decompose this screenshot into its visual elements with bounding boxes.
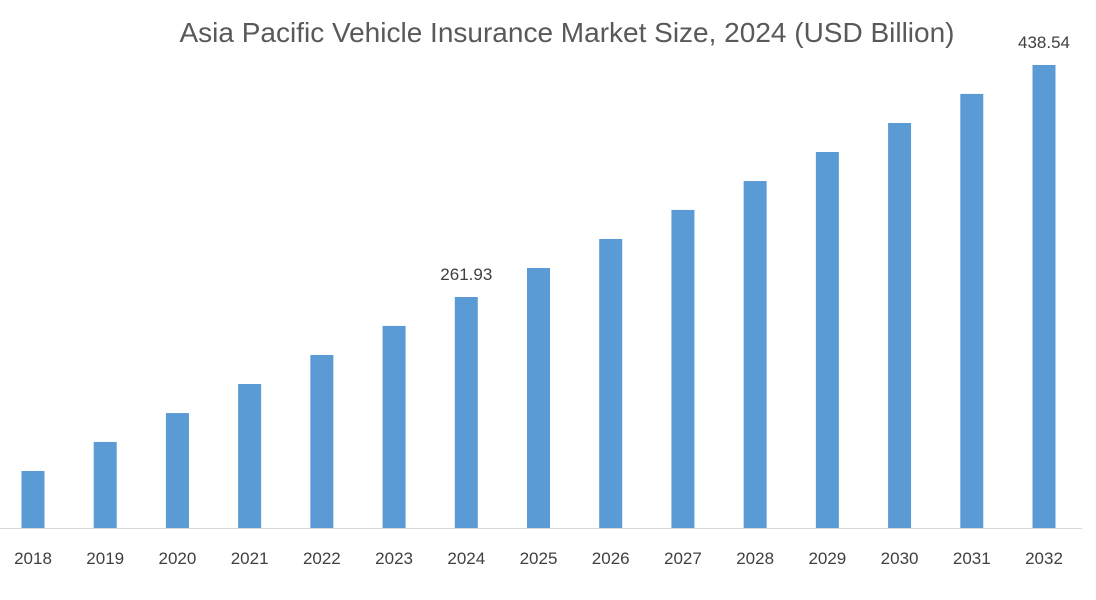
x-tick-label: 2019 [86, 549, 124, 568]
bar-2022 [310, 354, 334, 528]
x-tick-label: 2026 [592, 549, 630, 568]
x-tick-label: 2022 [303, 549, 341, 568]
bar-2028 [743, 181, 767, 528]
x-tick-label: 2018 [14, 549, 52, 568]
bar-2032 [1032, 64, 1056, 529]
bar-2027 [671, 209, 695, 529]
data-label-2032: 438.54 [1018, 33, 1070, 52]
x-tick-label: 2029 [808, 549, 846, 568]
bar-2021 [238, 384, 262, 528]
x-tick-label: 2025 [520, 549, 558, 568]
x-tick-label: 2024 [447, 549, 485, 568]
bar-2031 [960, 93, 984, 529]
x-tick-label: 2027 [664, 549, 702, 568]
x-tick-label: 2023 [375, 549, 413, 568]
bar-2029 [815, 152, 839, 528]
x-tick-label: 2020 [159, 549, 197, 568]
x-tick-label: 2031 [953, 549, 991, 568]
x-tick-label: 2028 [736, 549, 774, 568]
bar-2025 [527, 268, 550, 528]
bar-2018 [21, 470, 45, 528]
bar-2020 [165, 413, 189, 528]
x-tick-label: 2032 [1025, 549, 1063, 568]
bar-2019 [93, 441, 117, 528]
bar-2026 [599, 238, 623, 528]
x-tick-label: 2021 [231, 549, 269, 568]
data-label-2024: 261.93 [440, 265, 492, 284]
bar-2024 [454, 297, 478, 528]
x-tick-label: 2030 [881, 549, 919, 568]
bar-2023 [382, 325, 406, 528]
chart-title: Asia Pacific Vehicle Insurance Market Si… [179, 17, 954, 48]
bar-2030 [888, 122, 912, 529]
